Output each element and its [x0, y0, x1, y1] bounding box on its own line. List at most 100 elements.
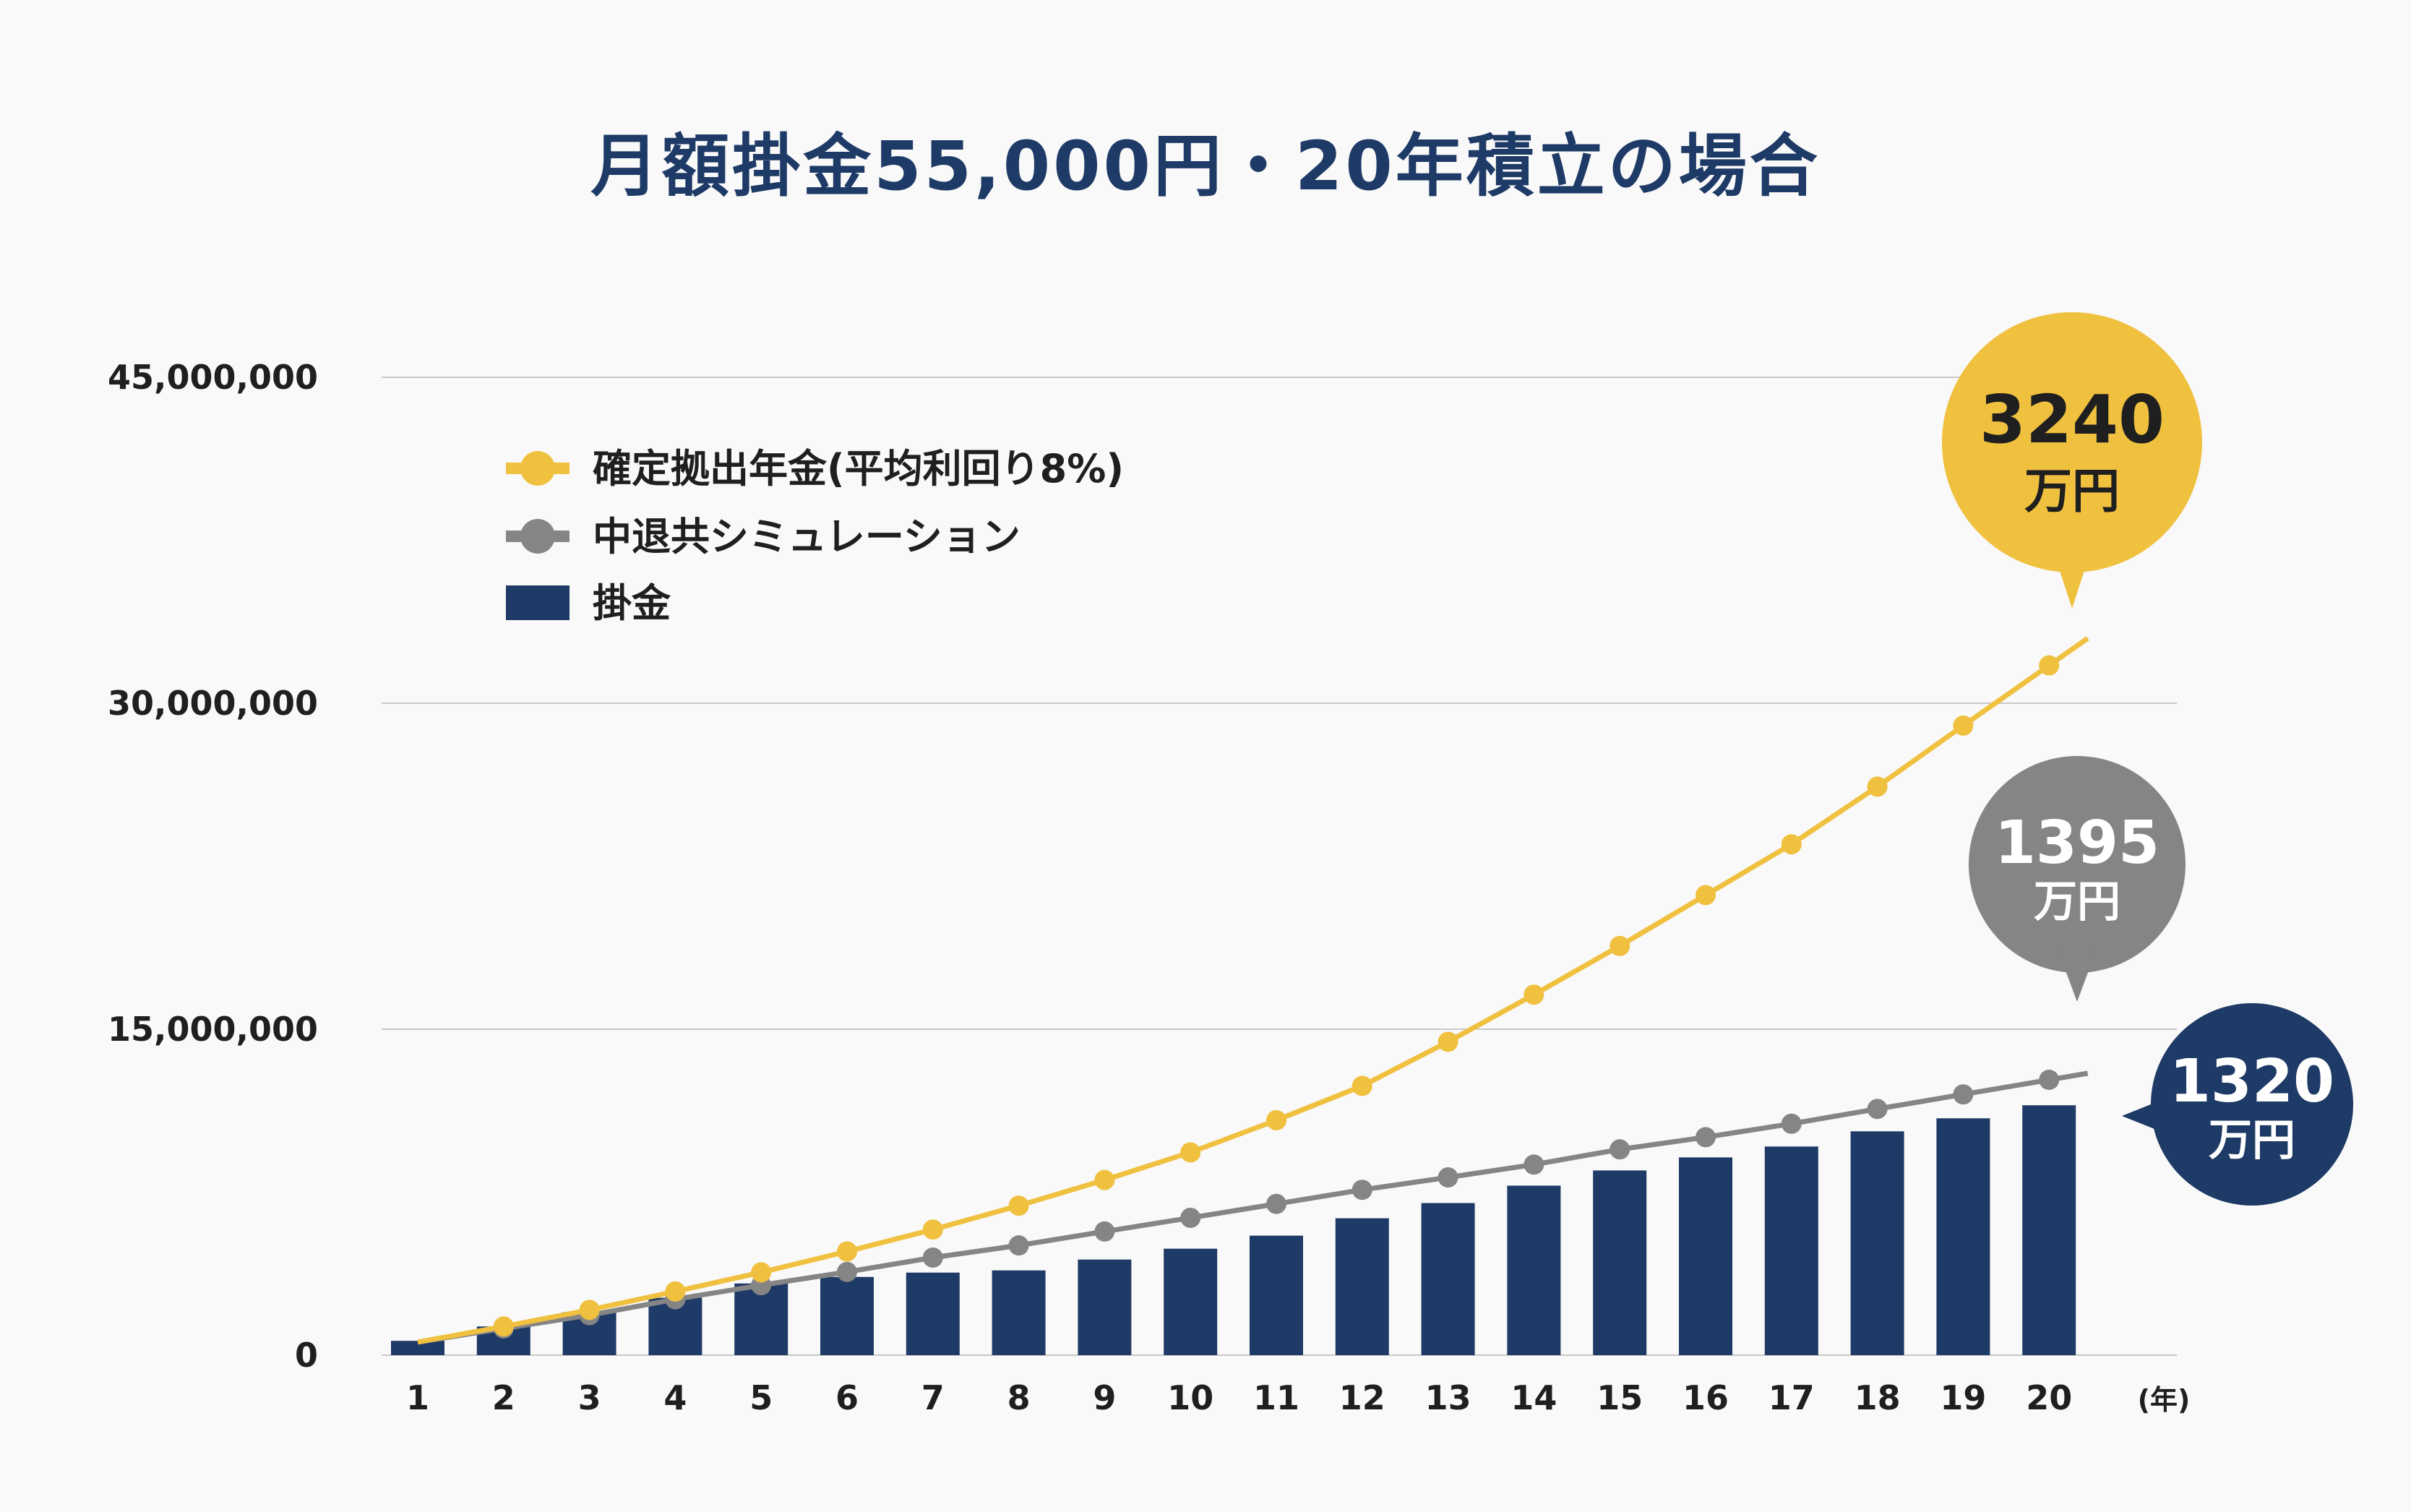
legend-label: 中退共シミュレーション — [593, 514, 1020, 559]
chutaikyo-line-point — [922, 1247, 943, 1268]
pension-line-point — [579, 1300, 600, 1320]
contribution-bar — [1850, 1131, 1904, 1355]
pension-line-point — [1266, 1109, 1286, 1130]
callout-unit: 万円 — [2024, 463, 2120, 519]
contribution-bar — [1250, 1235, 1303, 1355]
pension-line-point — [1523, 984, 1544, 1005]
pension-line-point — [751, 1262, 772, 1283]
chutaikyo-line-point — [1610, 1139, 1630, 1160]
pension-line-point — [1696, 885, 1716, 906]
pension-line-point — [1610, 935, 1630, 956]
callout-tail — [2053, 551, 2091, 609]
legend-label: 掛金 — [593, 580, 671, 626]
y-tick-label: 15,000,000 — [108, 1010, 318, 1049]
chutaikyo-line-point — [837, 1261, 857, 1282]
x-tick-label: 19 — [1940, 1378, 1986, 1417]
contribution-bar — [2022, 1105, 2076, 1355]
pension-line-point — [1008, 1195, 1029, 1216]
x-axis-ticks: (年) 1 2 3 4 5 6 7 8 9 10 11 12 13 14 15 16 17 18 19 20 — [406, 1378, 2190, 1417]
legend-label: 確定拠出年金(平均利回り8%) — [593, 446, 1124, 491]
pension-line-point — [1180, 1142, 1201, 1163]
chutaikyo-line-point — [1094, 1221, 1115, 1242]
x-tick-label: 1 — [406, 1378, 429, 1417]
pension-line-point — [1437, 1031, 1458, 1052]
chart-title: 月額掛金55,000円・20年積立の場合 — [590, 127, 1821, 206]
callout-tail — [2122, 1096, 2173, 1136]
contribution-bar — [1936, 1118, 1990, 1355]
callout-bubble — [1942, 312, 2202, 572]
callout-value: 3240 — [1980, 381, 2165, 458]
chutaikyo-line-point — [1266, 1193, 1286, 1214]
chutaikyo-line-point — [1953, 1084, 1974, 1105]
chutaikyo-line-point — [1867, 1099, 1888, 1120]
legend-bar-swatch — [506, 585, 570, 620]
contribution-bar — [906, 1272, 960, 1355]
legend-marker — [520, 519, 555, 554]
x-tick-label: 14 — [1510, 1378, 1557, 1417]
x-tick-label: 20 — [2026, 1378, 2072, 1417]
pension-line-point — [1094, 1169, 1115, 1190]
contribution-bar — [1764, 1146, 1818, 1355]
contribution-bar — [992, 1270, 1046, 1355]
chutaikyo-line-point — [1523, 1154, 1544, 1175]
contribution-bar — [820, 1276, 874, 1355]
x-tick-label: 5 — [749, 1378, 773, 1417]
callout-unit: 万円 — [2209, 1115, 2295, 1166]
contribution-bar — [1507, 1185, 1561, 1355]
chutaikyo-line-point — [1180, 1207, 1201, 1228]
pension-line-point — [1781, 834, 1802, 855]
x-tick-label: 15 — [1596, 1378, 1643, 1417]
contribution-bar — [1078, 1259, 1132, 1355]
pension-line-point — [2039, 655, 2060, 676]
x-tick-label: 2 — [492, 1378, 515, 1417]
pension-line-point — [1867, 776, 1888, 797]
contribution-bar — [1679, 1157, 1732, 1355]
chutaikyo-line-point — [1781, 1113, 1802, 1134]
y-tick-label: 45,000,000 — [108, 358, 318, 397]
contribution-bars — [391, 1105, 2076, 1355]
contribution-bar — [1335, 1218, 1389, 1355]
contribution-bar — [1421, 1203, 1475, 1355]
y-tick-label: 0 — [295, 1336, 318, 1375]
series-lines — [417, 636, 2089, 1345]
callout-unit: 万円 — [2034, 877, 2120, 927]
pension-line-point — [665, 1281, 686, 1302]
callout-value: 1320 — [2170, 1047, 2334, 1116]
x-tick-label: 7 — [921, 1378, 945, 1417]
contribution-bar — [734, 1283, 788, 1355]
y-axis-ticks: 0 15,000,000 30,000,000 45,000,000 — [108, 358, 318, 1375]
x-tick-label: 11 — [1253, 1378, 1299, 1417]
x-tick-label: 12 — [1339, 1378, 1385, 1417]
pension-line-point — [493, 1316, 514, 1337]
x-tick-label: 10 — [1167, 1378, 1213, 1417]
x-tick-label: 8 — [1007, 1378, 1031, 1417]
chutaikyo-line-point — [1008, 1235, 1029, 1256]
chutaikyo-line-point — [1696, 1127, 1716, 1148]
pension-line-point — [837, 1241, 857, 1262]
chutaikyo-line-point — [1351, 1180, 1372, 1200]
x-tick-label: 18 — [1855, 1378, 1901, 1417]
x-tick-label: 9 — [1093, 1378, 1116, 1417]
x-tick-label: 16 — [1682, 1378, 1729, 1417]
x-tick-label: 4 — [663, 1378, 687, 1417]
legend-marker — [520, 451, 555, 486]
callout-bubble — [1969, 756, 2186, 973]
pension-line-point — [922, 1219, 943, 1240]
x-tick-label: 3 — [578, 1378, 601, 1417]
y-tick-label: 30,000,000 — [108, 684, 318, 723]
callout-tail — [2058, 951, 2096, 1002]
callout-value: 1395 — [1995, 809, 2159, 877]
chutaikyo-line-point — [1437, 1167, 1458, 1188]
x-axis-unit: (年) — [2138, 1384, 2191, 1416]
chutaikyo-line-point — [2039, 1070, 2060, 1091]
x-tick-label: 13 — [1425, 1378, 1471, 1417]
contribution-bar — [391, 1341, 444, 1355]
contribution-bar — [1593, 1170, 1647, 1355]
